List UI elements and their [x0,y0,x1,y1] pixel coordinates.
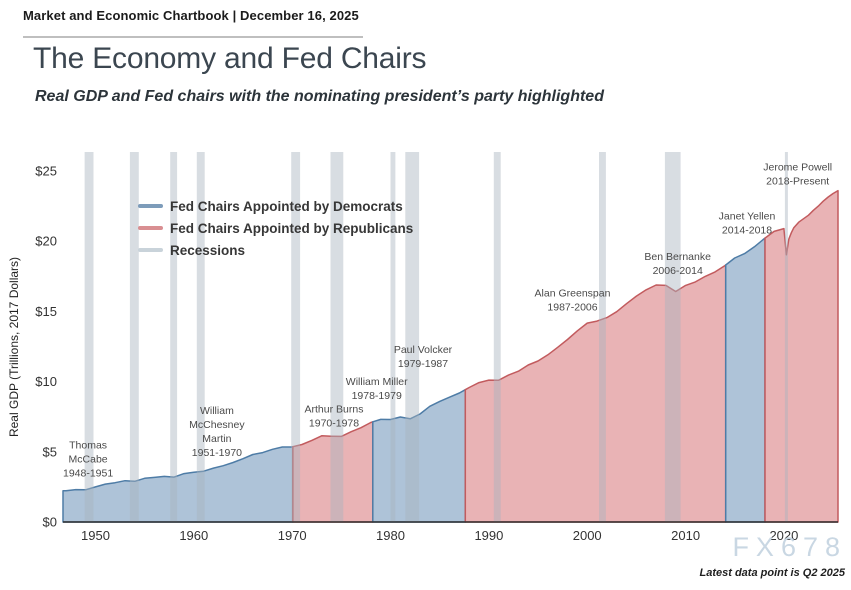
legend-label-republicans: Fed Chairs Appointed by Republicans [170,220,414,236]
y-tick-label: $5 [43,444,57,459]
chair-annotation-arthur-burns: Arthur Burns 1970-1978 [305,404,364,430]
chair-annotation-ben-bernanke: Ben Bernanke 2006-2014 [644,251,711,277]
gdp-area-segment-D [372,388,467,523]
y-axis-title: Real GDP (Trillions, 2017 Dollars) [7,257,21,437]
page-subtitle: Real GDP and Fed chairs with the nominat… [35,88,604,105]
y-tick-label: $0 [43,515,57,530]
recession-band [84,152,94,522]
footnote: Latest data point is Q2 2025 [699,567,846,579]
header-divider [23,36,363,38]
x-tick-label: 1980 [376,528,405,543]
legend-label-recessions: Recessions [170,242,246,258]
chair-annotation-william-martin: William McChesney Martin 1951-1970 [189,405,245,459]
gdp-area-segment-D [724,237,766,523]
recession-band [129,152,139,522]
x-tick-label: 1960 [179,528,208,543]
democrat-swatch-icon [138,204,163,208]
legend-label-democrats: Fed Chairs Appointed by Democrats [170,198,403,214]
gdp-area-segment-D [62,445,294,523]
recession-band [170,152,178,522]
recession-band [390,152,396,522]
recession-band [493,152,501,522]
recession-band [196,152,205,522]
gdp-area-segment-R [464,264,727,523]
legend-item-republicans: Fed Chairs Appointed by Republicans [138,217,413,239]
recession-band [599,152,606,522]
chair-annotation-thomas-mccabe: Thomas McCabe 1948-1951 [63,439,113,479]
y-tick-label: $10 [35,374,57,389]
chair-annotation-alan-greenspan: Alan Greenspan 1987-2006 [535,288,611,314]
x-tick-label: 1950 [81,528,110,543]
recession-band [291,152,301,522]
recession-band [405,152,420,522]
x-tick-label: 1990 [474,528,503,543]
legend-item-recessions: Recessions [138,239,413,261]
recession-band [664,152,681,522]
x-tick-label: 2000 [573,528,602,543]
recession-band [330,152,344,522]
watermark: FX678 [732,532,847,562]
y-tick-label: $15 [35,304,57,319]
gdp-fed-chairs-chart: 1950 1960 1970 1980 1990 2000 2010 2020 $0 $5 $10 $… [0,140,851,590]
chair-annotation-jerome-powell: Jerome Powell 2018-Present [763,161,832,187]
x-tick-label: 1970 [278,528,307,543]
chart-legend: Fed Chairs Appointed by Democrats Fed Ch… [138,195,413,261]
chair-annotation-janet-yellen: Janet Yellen 2014-2018 [719,210,776,236]
chair-annotation-william-miller: William Miller 1978-1979 [346,376,408,402]
y-tick-label: $20 [35,234,57,249]
recession-band [784,152,788,522]
recession-swatch-icon [138,248,163,252]
y-tick-label: $25 [35,164,57,179]
gdp-area-segment-R [764,189,839,523]
gdp-area-chart-canvas: 1950 1960 1970 1980 1990 2000 2010 2020 $0 $5 $10 $… [7,152,839,543]
republican-swatch-icon [138,226,163,230]
legend-item-democrats: Fed Chairs Appointed by Democrats [138,195,413,217]
x-tick-label: 2020 [769,528,798,543]
chair-annotation-paul-volcker: Paul Volcker 1979-1987 [394,344,453,370]
x-tick-label: 2010 [671,528,700,543]
chartbook-header: Market and Economic Chartbook | December… [23,8,359,23]
page-title: The Economy and Fed Chairs [33,42,427,75]
